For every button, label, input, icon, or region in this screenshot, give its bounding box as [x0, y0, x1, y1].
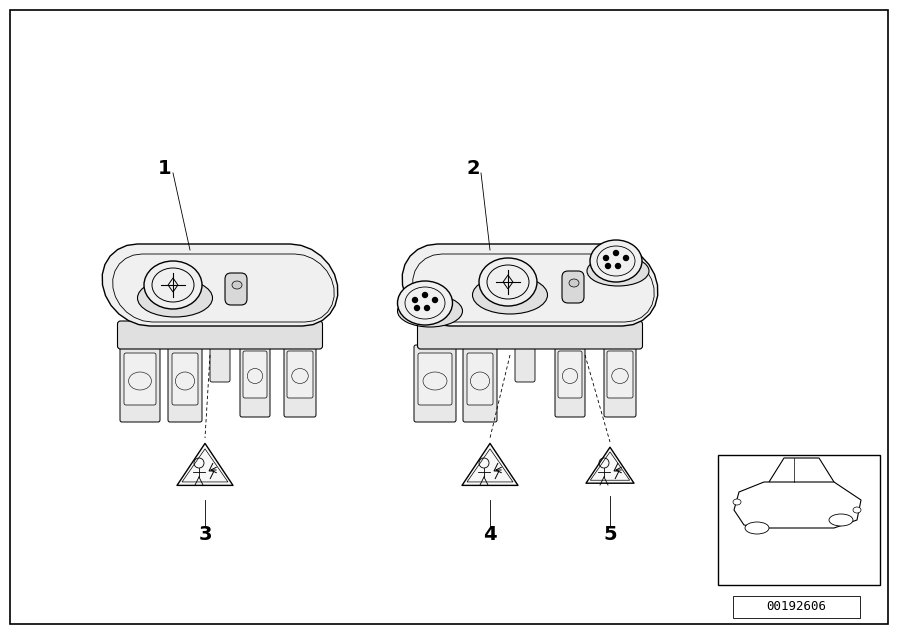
Text: 2: 2: [466, 158, 480, 177]
FancyBboxPatch shape: [558, 351, 582, 398]
Polygon shape: [734, 482, 861, 528]
FancyBboxPatch shape: [287, 351, 313, 398]
Ellipse shape: [853, 507, 861, 513]
FancyBboxPatch shape: [168, 345, 202, 422]
FancyBboxPatch shape: [124, 353, 156, 405]
Polygon shape: [462, 443, 518, 485]
Text: 5: 5: [603, 525, 616, 544]
Polygon shape: [103, 244, 338, 326]
Text: 00192606: 00192606: [767, 600, 826, 614]
Polygon shape: [402, 244, 658, 326]
Text: 3: 3: [198, 525, 212, 544]
Circle shape: [422, 293, 427, 298]
FancyBboxPatch shape: [243, 351, 267, 398]
Ellipse shape: [472, 276, 547, 314]
FancyBboxPatch shape: [418, 321, 643, 349]
Bar: [733, 596, 860, 618]
Ellipse shape: [829, 514, 853, 526]
Polygon shape: [177, 443, 233, 485]
Circle shape: [624, 256, 628, 261]
FancyBboxPatch shape: [467, 353, 493, 405]
Circle shape: [415, 305, 419, 310]
Ellipse shape: [569, 279, 579, 287]
Ellipse shape: [232, 281, 242, 289]
FancyBboxPatch shape: [172, 353, 198, 405]
FancyBboxPatch shape: [555, 345, 585, 417]
Bar: [718, 455, 880, 585]
Ellipse shape: [745, 522, 769, 534]
FancyBboxPatch shape: [210, 345, 230, 382]
Ellipse shape: [479, 258, 537, 306]
Ellipse shape: [590, 240, 642, 282]
Circle shape: [616, 263, 620, 268]
Circle shape: [604, 256, 608, 261]
FancyBboxPatch shape: [562, 271, 584, 303]
FancyBboxPatch shape: [118, 321, 322, 349]
Ellipse shape: [398, 295, 463, 327]
FancyBboxPatch shape: [607, 351, 633, 398]
Text: 4: 4: [483, 525, 497, 544]
Ellipse shape: [144, 261, 202, 309]
FancyBboxPatch shape: [604, 345, 636, 417]
FancyBboxPatch shape: [463, 345, 497, 422]
Ellipse shape: [138, 279, 212, 317]
Ellipse shape: [398, 281, 453, 325]
Circle shape: [433, 298, 437, 303]
FancyBboxPatch shape: [240, 345, 270, 417]
FancyBboxPatch shape: [515, 345, 535, 382]
FancyBboxPatch shape: [418, 353, 452, 405]
Ellipse shape: [733, 499, 741, 505]
Circle shape: [425, 305, 429, 310]
Circle shape: [606, 263, 610, 268]
FancyBboxPatch shape: [225, 273, 247, 305]
Circle shape: [412, 298, 418, 303]
Text: 1: 1: [158, 158, 172, 177]
Polygon shape: [586, 447, 634, 483]
Ellipse shape: [587, 256, 649, 286]
FancyBboxPatch shape: [120, 345, 160, 422]
FancyBboxPatch shape: [284, 345, 316, 417]
FancyBboxPatch shape: [414, 345, 456, 422]
Circle shape: [614, 251, 618, 256]
